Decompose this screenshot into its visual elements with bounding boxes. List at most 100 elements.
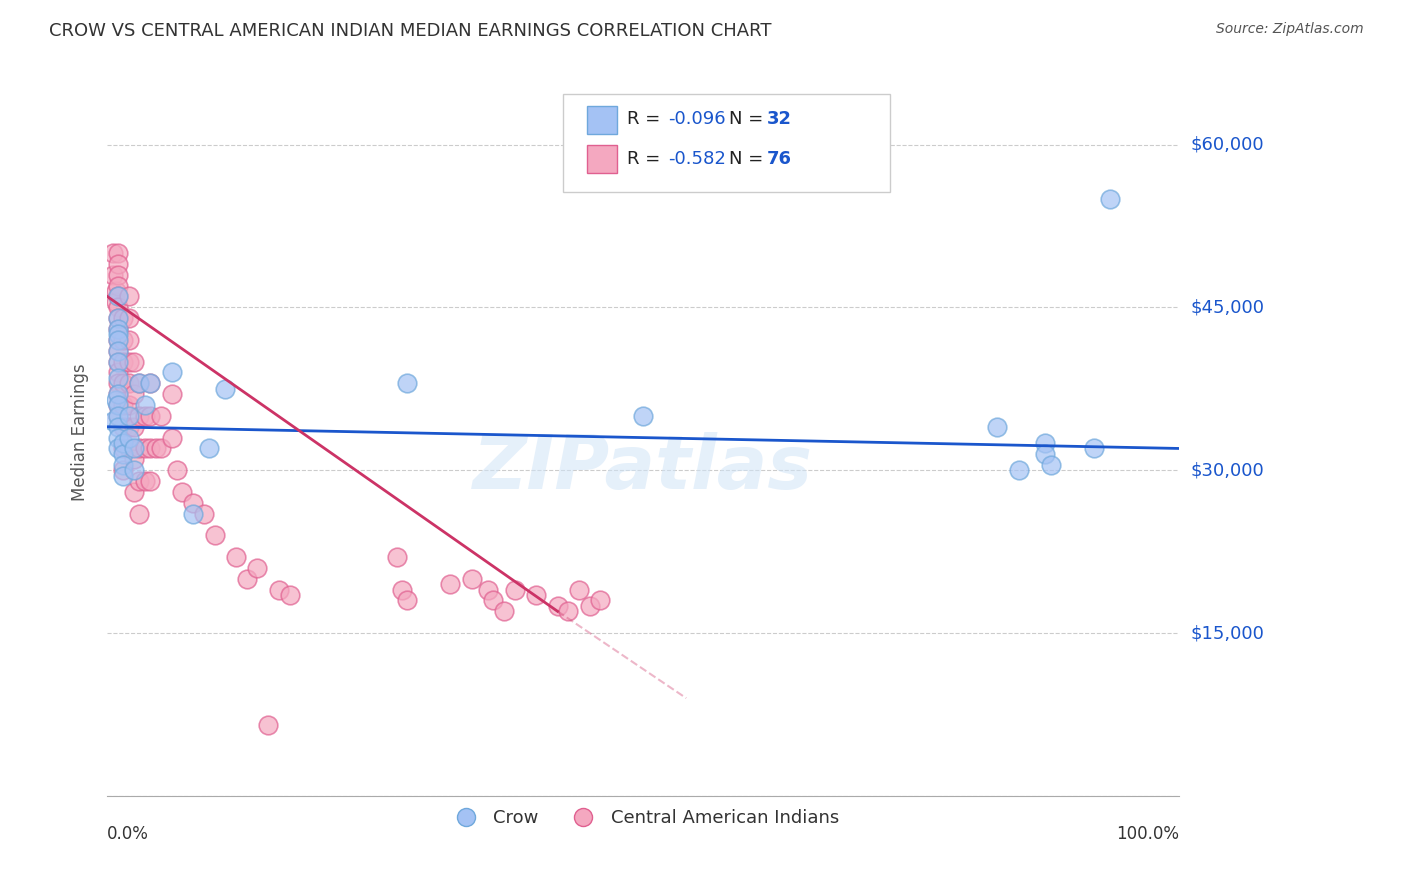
Point [1007,463,1029,477]
Y-axis label: Median Earnings: Median Earnings [72,363,89,501]
Point [112,468,135,483]
Text: 32: 32 [766,111,792,128]
Point [107,366,129,380]
Point [181,496,204,510]
Point [104,392,127,407]
Point [160,431,183,445]
Point [107,343,129,358]
Point [107,278,129,293]
Text: 76: 76 [766,151,792,169]
Point [107,419,129,434]
Point [118,333,141,347]
Point [1098,192,1121,206]
Point [134,409,156,423]
Text: CROW VS CENTRAL AMERICAN INDIAN MEDIAN EARNINGS CORRELATION CHART: CROW VS CENTRAL AMERICAN INDIAN MEDIAN E… [49,22,772,40]
FancyBboxPatch shape [586,106,616,134]
Point [112,442,135,456]
Point [589,593,612,607]
Point [107,431,129,445]
Point [246,561,269,575]
Point [122,452,145,467]
Point [118,376,141,391]
Text: -0.582: -0.582 [668,151,725,169]
Point [181,507,204,521]
Point [107,354,129,368]
Point [128,409,150,423]
Point [104,284,127,298]
Point [107,371,129,385]
Point [112,354,135,368]
Point [107,398,129,412]
Point [107,398,129,412]
Point [107,311,129,326]
Text: R =: R = [627,111,666,128]
Text: ZIPatlas: ZIPatlas [474,432,813,505]
Point [107,442,129,456]
Point [107,257,129,271]
Point [214,382,236,396]
Point [101,414,124,428]
Point [118,442,141,456]
Point [112,311,135,326]
Point [107,387,129,401]
Text: N =: N = [730,111,769,128]
Text: N =: N = [730,151,769,169]
Point [112,398,135,412]
Text: $60,000: $60,000 [1191,136,1264,153]
Point [439,577,461,591]
Point [107,409,129,423]
Point [118,409,141,423]
Point [235,572,257,586]
Point [122,442,145,456]
Point [118,398,141,412]
Text: $45,000: $45,000 [1191,298,1264,317]
Point [391,582,413,597]
Point [193,507,215,521]
Point [139,474,162,488]
Text: -0.096: -0.096 [668,111,725,128]
Point [107,322,129,336]
Point [257,718,280,732]
Point [198,442,221,456]
Point [461,572,484,586]
Point [122,354,145,368]
Point [139,376,162,391]
Point [118,354,141,368]
Point [145,442,167,456]
Point [122,484,145,499]
Point [149,442,172,456]
Point [128,376,150,391]
Point [107,268,129,282]
Text: $30,000: $30,000 [1191,461,1264,479]
Text: R =: R = [627,151,666,169]
Point [107,322,129,336]
Point [204,528,226,542]
Point [134,398,156,412]
Point [112,447,135,461]
Point [1033,447,1056,461]
Point [1033,436,1056,450]
Point [633,409,655,423]
Point [578,599,600,613]
Point [482,593,505,607]
Point [107,301,129,315]
Point [101,268,124,282]
Point [118,289,141,303]
Point [118,431,141,445]
Point [139,442,162,456]
Point [118,419,141,434]
Point [160,387,183,401]
Point [139,409,162,423]
Point [267,582,290,597]
Point [112,463,135,477]
Point [128,376,150,391]
Point [139,376,162,391]
Point [107,311,129,326]
Point [122,419,145,434]
Point [112,436,135,450]
Text: 0.0%: 0.0% [107,825,149,843]
Point [128,474,150,488]
Point [118,311,141,326]
FancyBboxPatch shape [562,94,890,192]
Point [524,588,547,602]
